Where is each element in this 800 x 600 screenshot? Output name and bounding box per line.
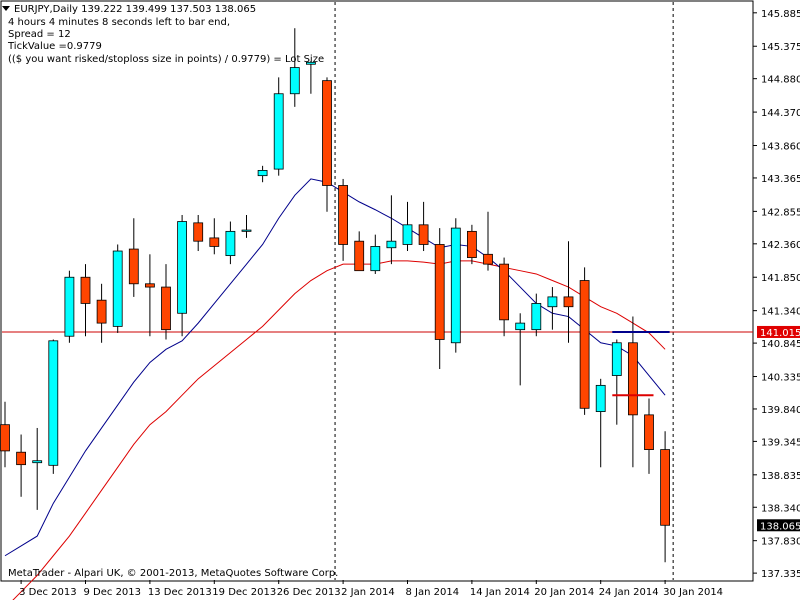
bearish-candle bbox=[466, 230, 477, 258]
y-axis-tick-label: 143.365 bbox=[761, 174, 800, 185]
bearish-candle bbox=[579, 280, 590, 409]
y-axis-tick-label: 139.840 bbox=[761, 405, 800, 416]
bullish-candle bbox=[515, 322, 526, 331]
y-axis-tick-label: 142.360 bbox=[761, 240, 800, 251]
bullish-candle bbox=[48, 340, 59, 466]
bearish-candle bbox=[193, 222, 204, 242]
bullish-candle bbox=[370, 246, 381, 272]
bullish-candle bbox=[595, 384, 606, 412]
bearish-candle bbox=[499, 263, 510, 321]
bearish-candle bbox=[354, 240, 365, 272]
bullish-candle bbox=[225, 230, 236, 257]
bullish-candle bbox=[611, 342, 622, 376]
bullish-candle bbox=[273, 93, 284, 170]
dropdown-caret-icon[interactable] bbox=[2, 6, 10, 11]
bearish-candle bbox=[16, 451, 27, 466]
y-axis-tick-label: 138.340 bbox=[761, 503, 800, 514]
chart-frame bbox=[0, 0, 754, 582]
bearish-candle bbox=[144, 283, 155, 288]
y-axis-tick-label: 139.345 bbox=[761, 437, 800, 448]
bullish-candle bbox=[402, 224, 413, 245]
x-axis-tick-label: 9 Dec 2013 bbox=[84, 587, 142, 598]
y-axis-tick-label: 145.885 bbox=[761, 9, 800, 20]
y-axis-tick-label: 142.855 bbox=[761, 207, 800, 218]
bearish-candle bbox=[0, 424, 10, 452]
fast-moving-average-line bbox=[4, 178, 666, 557]
bullish-candle bbox=[257, 170, 268, 177]
x-axis-tick-label: 2 Jan 2014 bbox=[341, 587, 395, 598]
y-axis-tick-label: 143.860 bbox=[761, 142, 800, 153]
bearish-candle bbox=[322, 80, 332, 186]
copyright-text: MetaTrader - Alpari UK, © 2001-2013, Met… bbox=[8, 568, 339, 579]
bullish-candle bbox=[531, 303, 542, 331]
y-axis-tick-label: 141.850 bbox=[761, 273, 800, 284]
x-axis-tick-label: 8 Jan 2014 bbox=[406, 587, 460, 598]
bullish-candle bbox=[386, 240, 397, 249]
bearish-candle bbox=[644, 414, 654, 450]
bearish-candle bbox=[483, 253, 493, 265]
y-axis-tick-label: 137.830 bbox=[761, 537, 800, 548]
bullish-candle bbox=[241, 229, 252, 232]
spread-line: Spread = 12 bbox=[8, 29, 71, 40]
x-axis-tick-label: 26 Dec 2013 bbox=[277, 587, 341, 598]
x-axis-tick-label: 13 Dec 2013 bbox=[148, 587, 212, 598]
last-price-label: 138.065 bbox=[760, 521, 800, 532]
y-axis-tick-label: 140.335 bbox=[761, 373, 800, 384]
bullish-candle bbox=[177, 221, 188, 314]
bearish-candle bbox=[563, 296, 574, 308]
bullish-candle bbox=[32, 460, 43, 464]
bullish-candle bbox=[547, 296, 558, 308]
level-price-label: 141.015 bbox=[760, 328, 800, 339]
bearish-candle bbox=[660, 449, 670, 526]
bearish-candle bbox=[128, 248, 139, 285]
x-axis-tick-label: 20 Jan 2014 bbox=[534, 587, 594, 598]
lot-size-formula: (($ you want risked/stoploss size in poi… bbox=[8, 54, 325, 65]
bullish-candle bbox=[112, 250, 123, 327]
slow-moving-average-line bbox=[12, 260, 666, 600]
symbol-info-line: EURJPY,Daily 139.222 139.499 137.503 138… bbox=[14, 4, 257, 15]
y-axis-tick-label: 141.340 bbox=[761, 307, 800, 318]
bearish-candle bbox=[209, 237, 220, 247]
y-axis-tick-label: 140.845 bbox=[761, 339, 800, 350]
level-price-label-bg bbox=[757, 325, 800, 338]
bearish-candle bbox=[628, 342, 638, 416]
x-axis-tick-label: 19 Dec 2013 bbox=[212, 587, 276, 598]
x-axis-tick-label: 3 Dec 2013 bbox=[19, 587, 77, 598]
bearish-candle bbox=[80, 276, 91, 304]
bearish-candle bbox=[418, 224, 429, 245]
bullish-candle bbox=[450, 227, 461, 344]
bullish-candle bbox=[64, 276, 75, 337]
x-axis-tick-label: 14 Jan 2014 bbox=[470, 587, 530, 598]
bullish-candle bbox=[289, 67, 300, 95]
y-axis-tick-label: 144.370 bbox=[761, 108, 800, 119]
bearish-candle bbox=[338, 185, 349, 245]
tickvalue-line: TickValue =0.9779 bbox=[8, 41, 102, 52]
bearish-candle bbox=[161, 286, 171, 331]
x-axis-tick-label: 24 Jan 2014 bbox=[599, 587, 659, 598]
y-axis-tick-label: 138.835 bbox=[761, 471, 800, 482]
bar-timer-line: 4 hours 4 minutes 8 seconds left to bar … bbox=[8, 17, 231, 28]
x-axis-tick-label: 30 Jan 2014 bbox=[663, 587, 723, 598]
last-price-label-bg bbox=[757, 519, 800, 532]
y-axis-tick-label: 144.880 bbox=[761, 75, 800, 86]
y-axis-tick-label: 145.375 bbox=[761, 42, 800, 53]
bullish-candle bbox=[305, 61, 316, 65]
bearish-candle bbox=[434, 244, 445, 340]
bearish-candle bbox=[96, 299, 107, 324]
y-axis-tick-label: 137.335 bbox=[761, 569, 800, 580]
